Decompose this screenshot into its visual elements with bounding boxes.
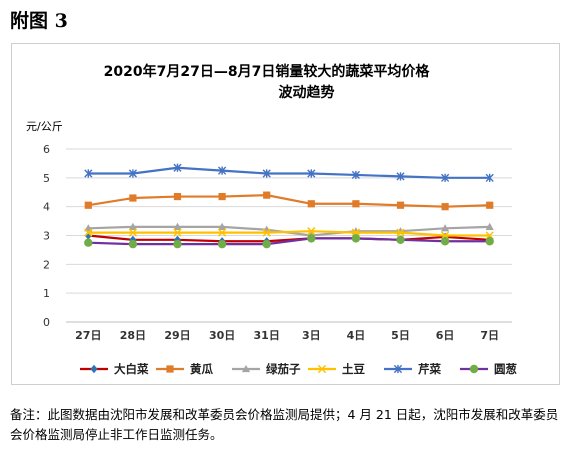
x-tick-label: 29日 <box>164 329 190 342</box>
data-point <box>218 222 227 230</box>
data-point <box>441 232 449 242</box>
data-point <box>84 231 92 240</box>
data-point <box>173 192 182 201</box>
x-tick-label: 7日 <box>480 329 499 342</box>
series-line <box>88 237 490 246</box>
legend-label: 芹菜 <box>418 362 441 376</box>
y-tick-label: 0 <box>43 316 50 329</box>
y-tick-label: 3 <box>43 230 50 243</box>
data-point <box>262 169 271 178</box>
data-point <box>173 239 182 249</box>
data-point <box>173 222 182 230</box>
x-tick-label: 27日 <box>75 329 101 342</box>
data-point <box>307 227 316 236</box>
chart-container: 2020年7月27日—8月7日销量较大的蔬菜平均价格 波动趋势 元/公斤 0 1 2… <box>11 43 560 385</box>
data-point <box>263 191 271 199</box>
series-line <box>88 234 490 243</box>
data-point <box>129 194 137 202</box>
data-point <box>218 166 227 175</box>
y-tick-label: 4 <box>43 201 50 214</box>
data-point <box>441 173 450 182</box>
data-point <box>262 239 271 249</box>
data-point <box>396 172 405 181</box>
legend-label: 大白菜 <box>114 362 149 376</box>
data-point <box>217 228 227 237</box>
legend-marker <box>317 364 327 374</box>
data-point <box>486 201 494 209</box>
legend-label: 黄瓜 <box>190 362 213 376</box>
data-point <box>396 201 405 209</box>
x-tick-label: 5日 <box>391 329 410 342</box>
data-point <box>307 200 315 208</box>
data-point <box>307 169 316 178</box>
data-point <box>84 238 93 247</box>
chart-title-line2: 波动趋势 <box>278 85 335 101</box>
data-point <box>441 224 450 232</box>
figure-heading: 附图 3 <box>10 10 68 32</box>
chart-title: 2020年7月27日—8月7日销量较大的蔬菜平均价格 波动趋势 <box>12 62 561 104</box>
y-tick-label: 6 <box>43 143 50 156</box>
x-tick-label: 4日 <box>347 329 366 342</box>
x-tick-label: 31日 <box>254 329 280 342</box>
chart-title-line1: 2020年7月27日—8月7日销量较大的蔬菜平均价格 <box>103 64 430 80</box>
x-tick-label: 3日 <box>302 329 321 342</box>
data-point <box>128 239 138 249</box>
x-tick-label: 30日 <box>209 329 235 342</box>
data-point <box>84 201 92 209</box>
footnote: 备注：此图数据由沈阳市发展和改革委员会价格监测局提供；4 月 21 日起，沈阳市… <box>10 407 559 442</box>
legend-label: 土豆 <box>342 362 365 376</box>
data-point <box>128 222 137 230</box>
legend-marker <box>90 364 98 374</box>
y-tick-label: 1 <box>43 287 50 300</box>
data-point <box>217 239 227 249</box>
data-point <box>173 163 182 172</box>
data-point <box>396 228 405 237</box>
data-point <box>396 235 405 245</box>
data-point <box>218 192 226 201</box>
series-line <box>88 166 490 179</box>
legend-marker <box>166 365 174 373</box>
x-tick-label: 28日 <box>120 329 146 342</box>
y-tick-label: 2 <box>43 258 50 271</box>
legend-label: 圆葱 <box>494 362 517 376</box>
y-tick-label: 5 <box>43 172 50 185</box>
data-point <box>441 203 449 211</box>
data-point <box>128 228 138 237</box>
data-point <box>307 234 316 243</box>
legend-label: 绿茄子 <box>266 362 301 376</box>
x-tick-label: 6日 <box>436 329 455 342</box>
y-axis-unit-label: 元/公斤 <box>26 120 63 133</box>
data-point <box>173 228 182 237</box>
data-point <box>351 234 361 243</box>
legend-marker <box>241 364 251 373</box>
data-point <box>440 237 450 246</box>
data-point <box>84 169 93 178</box>
series-line <box>88 230 490 237</box>
data-point <box>352 200 360 208</box>
data-point <box>485 237 494 246</box>
data-point <box>128 169 137 178</box>
data-point <box>262 228 271 237</box>
legend-marker <box>469 364 479 374</box>
data-point <box>485 222 494 230</box>
legend-marker <box>393 364 403 374</box>
data-point <box>485 173 494 182</box>
data-point <box>351 170 360 180</box>
series-line <box>88 194 490 208</box>
data-point <box>84 228 93 237</box>
